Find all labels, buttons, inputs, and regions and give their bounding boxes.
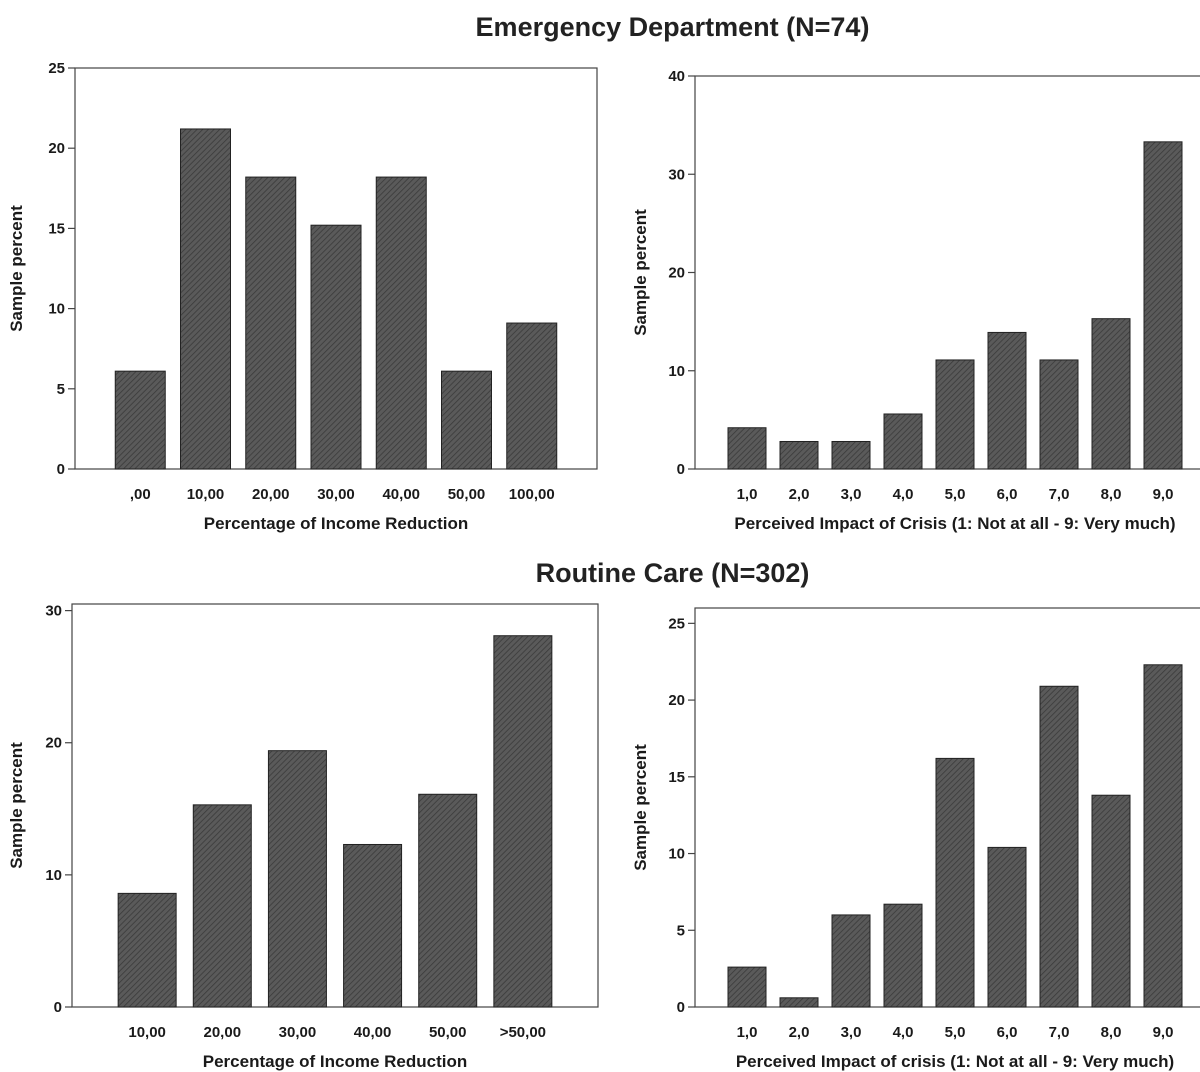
bar [441, 370, 492, 470]
bar [310, 224, 362, 470]
plot-frame [71, 603, 599, 1008]
x-axis-title: Perceived Impact of Crisis (1: Not at al… [734, 514, 1175, 533]
bar [727, 427, 767, 470]
y-tick-label: 0 [57, 461, 65, 478]
bar [779, 997, 819, 1008]
y-tick-label: 15 [48, 220, 65, 237]
x-tick-label: 40,00 [382, 486, 420, 503]
x-tick-label: 4,0 [893, 486, 914, 503]
y-tick-label: 10 [668, 846, 685, 863]
x-tick-label: 6,0 [997, 1024, 1018, 1041]
bar [935, 757, 975, 1008]
x-tick-label: 50,00 [448, 486, 486, 503]
bar [1143, 141, 1183, 470]
x-tick-label: 2,0 [789, 1024, 810, 1041]
x-tick-label: 20,00 [204, 1024, 242, 1041]
emergency-section-title: Emergency Department (N=74) [475, 12, 870, 42]
y-tick-label: 20 [45, 735, 62, 752]
bar [1039, 359, 1079, 470]
bar [831, 914, 871, 1008]
x-tick-label: 10,00 [128, 1024, 166, 1041]
x-tick-label: 7,0 [1049, 1024, 1070, 1041]
x-tick-label: 9,0 [1153, 486, 1174, 503]
bar [883, 903, 923, 1008]
y-axis-title: Sample percent [631, 209, 650, 336]
x-tick-label: 9,0 [1153, 1024, 1174, 1041]
x-tick-label: 1,0 [737, 486, 758, 503]
routine-section-title: Routine Care (N=302) [535, 558, 810, 588]
ed-income-reduction-chart: 0 5 10 15 20 25 ,00 10,00 20,00 30,00 40,00 50,00 10… [7, 60, 598, 533]
x-tick-label: 5,0 [945, 486, 966, 503]
x-axis-title: Perceived Impact of crisis (1: Not at al… [736, 1052, 1174, 1071]
x-tick-label: 8,0 [1101, 486, 1122, 503]
x-tick-label: 4,0 [893, 1024, 914, 1041]
y-tick-label: 0 [54, 999, 62, 1016]
x-tick-label: >50,00 [500, 1024, 546, 1041]
y-axis-title: Sample percent [7, 742, 26, 869]
x-tick-label: 30,00 [279, 1024, 317, 1041]
y-tick-label: 40 [668, 68, 685, 85]
bar [831, 440, 871, 470]
bar [1091, 794, 1131, 1008]
bar [114, 370, 166, 470]
bar [935, 359, 975, 470]
bar [1091, 318, 1131, 470]
bar [493, 635, 553, 1008]
y-tick-label: 30 [45, 603, 62, 620]
bar [343, 843, 403, 1008]
y-tick-label: 0 [677, 461, 685, 478]
rc-income-reduction-chart: 0 10 20 30 10,00 20,00 30,00 40,00 50,00 >50,00 Pe… [7, 603, 599, 1071]
bar [180, 128, 231, 470]
y-tick-label: 5 [677, 922, 685, 939]
bar [1039, 685, 1079, 1008]
bar [245, 176, 297, 470]
bar [192, 804, 252, 1008]
y-tick-label: 10 [48, 301, 65, 318]
x-tick-label: 40,00 [354, 1024, 392, 1041]
x-axis-title: Percentage of Income Reduction [204, 514, 469, 533]
ed-crisis-impact-chart: 0 10 20 30 40 1,0 2,0 3,0 4,0 5,0 6,0 7,0 8,0 9,0 Perc… [631, 68, 1200, 533]
x-tick-label: 7,0 [1049, 486, 1070, 503]
y-tick-label: 0 [677, 999, 685, 1016]
y-tick-label: 25 [668, 615, 685, 632]
bar [727, 966, 767, 1008]
rc-crisis-impact-chart: 0 5 10 15 20 25 1,0 2,0 3,0 4,0 5,0 6,0 7,0 8,0 9,0 Per… [631, 607, 1200, 1071]
x-tick-label: 50,00 [429, 1024, 467, 1041]
x-tick-label: 3,0 [841, 486, 862, 503]
y-tick-label: 5 [57, 381, 65, 398]
x-tick-label: 8,0 [1101, 1024, 1122, 1041]
x-tick-label: 1,0 [737, 1024, 758, 1041]
bar [779, 440, 819, 470]
y-tick-label: 20 [48, 140, 65, 157]
bar [1143, 664, 1183, 1008]
y-tick-label: 20 [668, 692, 685, 709]
bar [418, 793, 478, 1008]
y-axis-title: Sample percent [631, 744, 650, 871]
y-tick-label: 20 [668, 265, 685, 282]
x-tick-label: 30,00 [317, 486, 355, 503]
y-tick-label: 25 [48, 60, 65, 77]
x-tick-label: ,00 [130, 486, 151, 503]
y-tick-label: 10 [668, 363, 685, 380]
x-tick-label: 20,00 [252, 486, 290, 503]
bar [883, 413, 923, 470]
bar [117, 892, 177, 1008]
y-tick-label: 10 [45, 867, 62, 884]
y-axis-title: Sample percent [7, 205, 26, 332]
x-tick-label: 2,0 [789, 486, 810, 503]
bar [375, 176, 427, 470]
x-tick-label: 3,0 [841, 1024, 862, 1041]
x-tick-label: 10,00 [187, 486, 225, 503]
y-tick-label: 15 [668, 769, 685, 786]
y-tick-label: 30 [668, 166, 685, 183]
x-tick-label: 6,0 [997, 486, 1018, 503]
bar [987, 846, 1027, 1008]
x-tick-label: 100,00 [509, 486, 555, 503]
x-tick-label: 5,0 [945, 1024, 966, 1041]
bar [506, 322, 558, 470]
x-axis-title: Percentage of Income Reduction [203, 1052, 468, 1071]
bar [267, 750, 327, 1008]
bar [987, 331, 1027, 470]
